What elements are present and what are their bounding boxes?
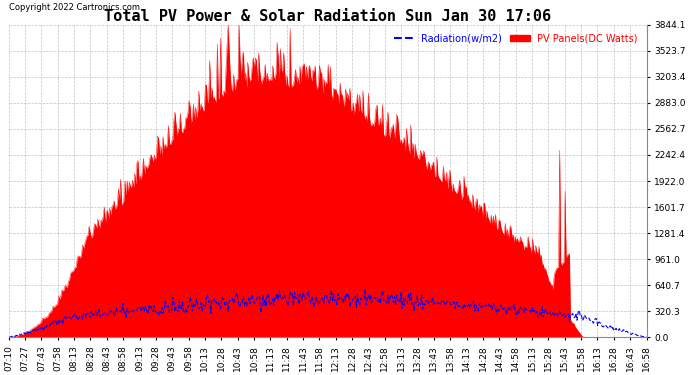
Legend: Radiation(w/m2), PV Panels(DC Watts): Radiation(w/m2), PV Panels(DC Watts): [391, 30, 642, 47]
Text: Copyright 2022 Cartronics.com: Copyright 2022 Cartronics.com: [9, 3, 139, 12]
Title: Total PV Power & Solar Radiation Sun Jan 30 17:06: Total PV Power & Solar Radiation Sun Jan…: [104, 9, 551, 24]
